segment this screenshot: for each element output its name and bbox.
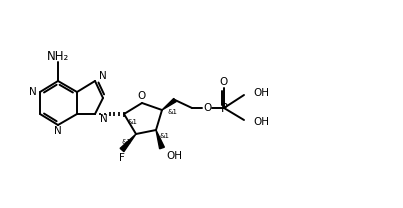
Text: &1: &1	[160, 133, 170, 139]
Text: OH: OH	[253, 88, 269, 98]
Text: N: N	[54, 126, 62, 136]
Text: &1: &1	[127, 119, 137, 125]
Text: O: O	[138, 91, 146, 101]
Polygon shape	[156, 130, 164, 149]
Text: NH₂: NH₂	[47, 50, 69, 62]
Text: &1: &1	[167, 109, 177, 115]
Text: &1: &1	[122, 139, 132, 145]
Text: N: N	[100, 114, 108, 124]
Text: O: O	[203, 103, 211, 113]
Text: P: P	[220, 102, 228, 114]
Text: OH: OH	[253, 117, 269, 127]
Text: N: N	[29, 87, 37, 97]
Text: OH: OH	[166, 151, 182, 161]
Text: O: O	[220, 77, 228, 87]
Polygon shape	[120, 134, 136, 152]
Text: F: F	[119, 153, 125, 163]
Text: N: N	[99, 71, 107, 81]
Polygon shape	[162, 98, 176, 110]
